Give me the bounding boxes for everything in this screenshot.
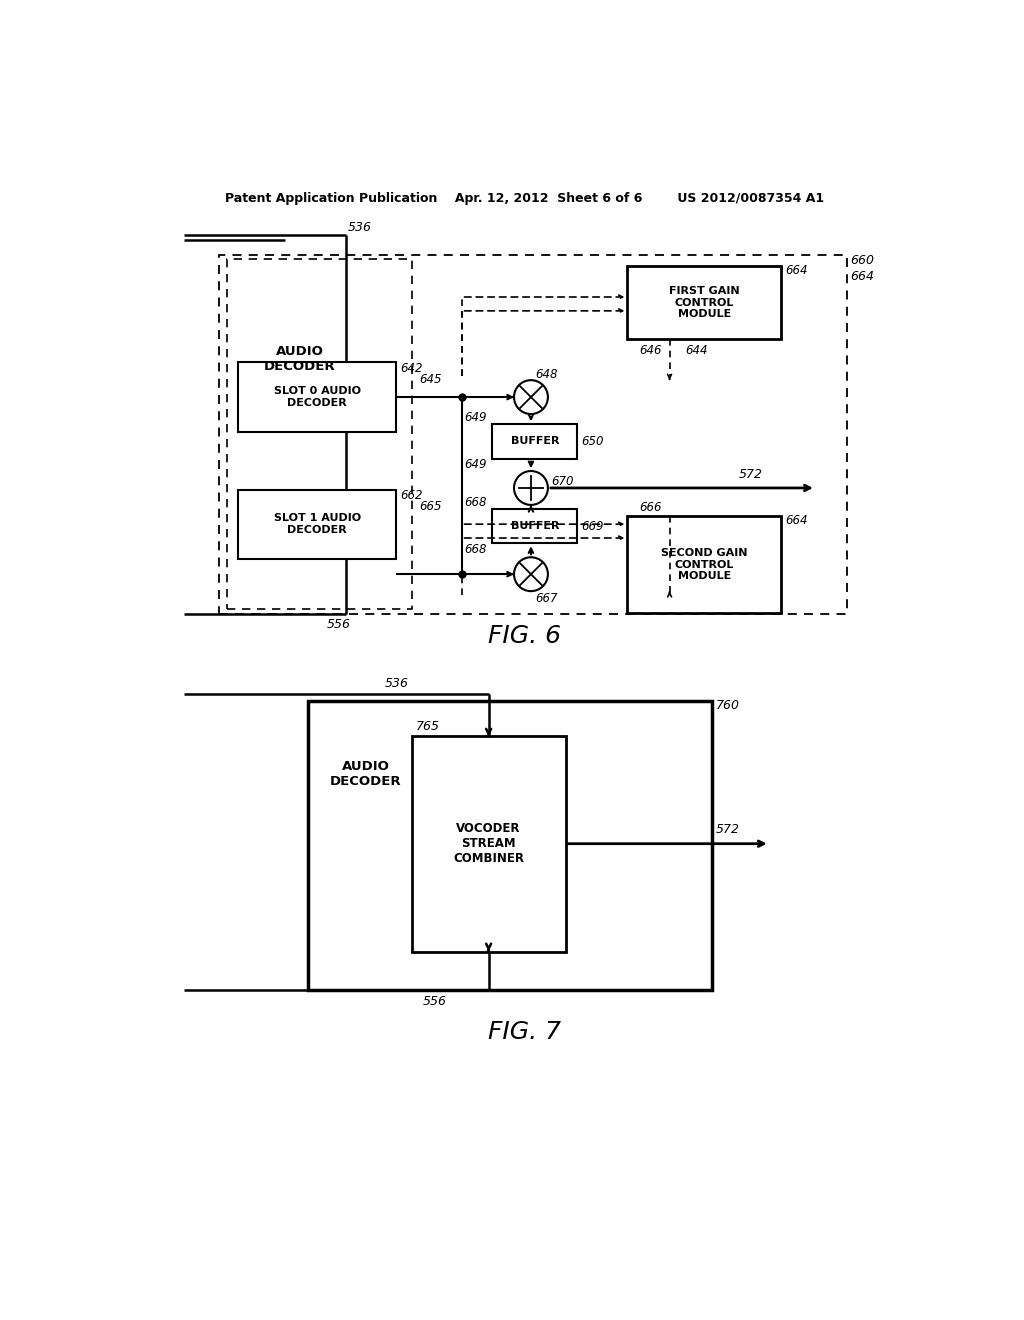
Text: 765: 765 (416, 721, 439, 733)
Bar (219, 255, 847, 614)
Text: 668: 668 (464, 496, 486, 510)
Bar (239, 490, 396, 558)
Text: 556: 556 (327, 618, 351, 631)
Text: VOCODER
STREAM
COMBINER: VOCODER STREAM COMBINER (453, 822, 524, 865)
Text: 572: 572 (716, 824, 739, 837)
Text: AUDIO
DECODER: AUDIO DECODER (330, 760, 401, 788)
Text: SECOND GAIN
CONTROL
MODULE: SECOND GAIN CONTROL MODULE (660, 548, 748, 581)
Text: 667: 667 (535, 593, 557, 606)
Text: 666: 666 (639, 500, 662, 513)
Bar (493, 508, 578, 544)
Text: 665: 665 (419, 500, 441, 513)
Text: SLOT 1 AUDIO
DECODER: SLOT 1 AUDIO DECODER (273, 513, 360, 535)
Text: 660: 660 (851, 255, 874, 268)
Circle shape (514, 471, 548, 506)
Text: 668: 668 (464, 543, 486, 556)
Text: 650: 650 (581, 434, 603, 447)
Bar (628, 267, 781, 339)
Text: 649: 649 (464, 458, 486, 471)
Text: 669: 669 (581, 520, 603, 532)
Text: 664: 664 (785, 513, 808, 527)
Text: 536: 536 (385, 677, 409, 690)
Circle shape (514, 557, 548, 591)
Text: AUDIO
DECODER: AUDIO DECODER (264, 345, 336, 372)
Text: 644: 644 (685, 345, 708, 358)
Text: 648: 648 (535, 367, 557, 380)
Text: Patent Application Publication    Apr. 12, 2012  Sheet 6 of 6        US 2012/008: Patent Application Publication Apr. 12, … (225, 191, 824, 205)
Text: 646: 646 (639, 345, 662, 358)
Text: 664: 664 (785, 264, 808, 277)
Text: FIG. 6: FIG. 6 (488, 624, 561, 648)
Bar (493, 424, 578, 459)
Text: 649: 649 (464, 412, 486, 425)
Text: BUFFER: BUFFER (511, 521, 559, 531)
Text: 572: 572 (739, 467, 763, 480)
Bar (628, 516, 781, 612)
Bar (239, 363, 396, 432)
Text: 662: 662 (400, 490, 423, 502)
Text: 645: 645 (419, 372, 441, 385)
Bar (226, 259, 412, 609)
Text: BUFFER: BUFFER (511, 437, 559, 446)
Text: 664: 664 (851, 269, 874, 282)
Bar (307, 701, 712, 990)
Text: SLOT 0 AUDIO
DECODER: SLOT 0 AUDIO DECODER (273, 387, 360, 408)
Bar (412, 737, 565, 952)
Text: FIG. 7: FIG. 7 (488, 1020, 561, 1044)
Text: 642: 642 (400, 362, 423, 375)
Text: 556: 556 (423, 995, 447, 1008)
Text: 536: 536 (348, 222, 372, 234)
Text: 760: 760 (716, 698, 739, 711)
Circle shape (514, 380, 548, 414)
Text: 670: 670 (551, 475, 573, 488)
Text: FIRST GAIN
CONTROL
MODULE: FIRST GAIN CONTROL MODULE (669, 286, 739, 319)
